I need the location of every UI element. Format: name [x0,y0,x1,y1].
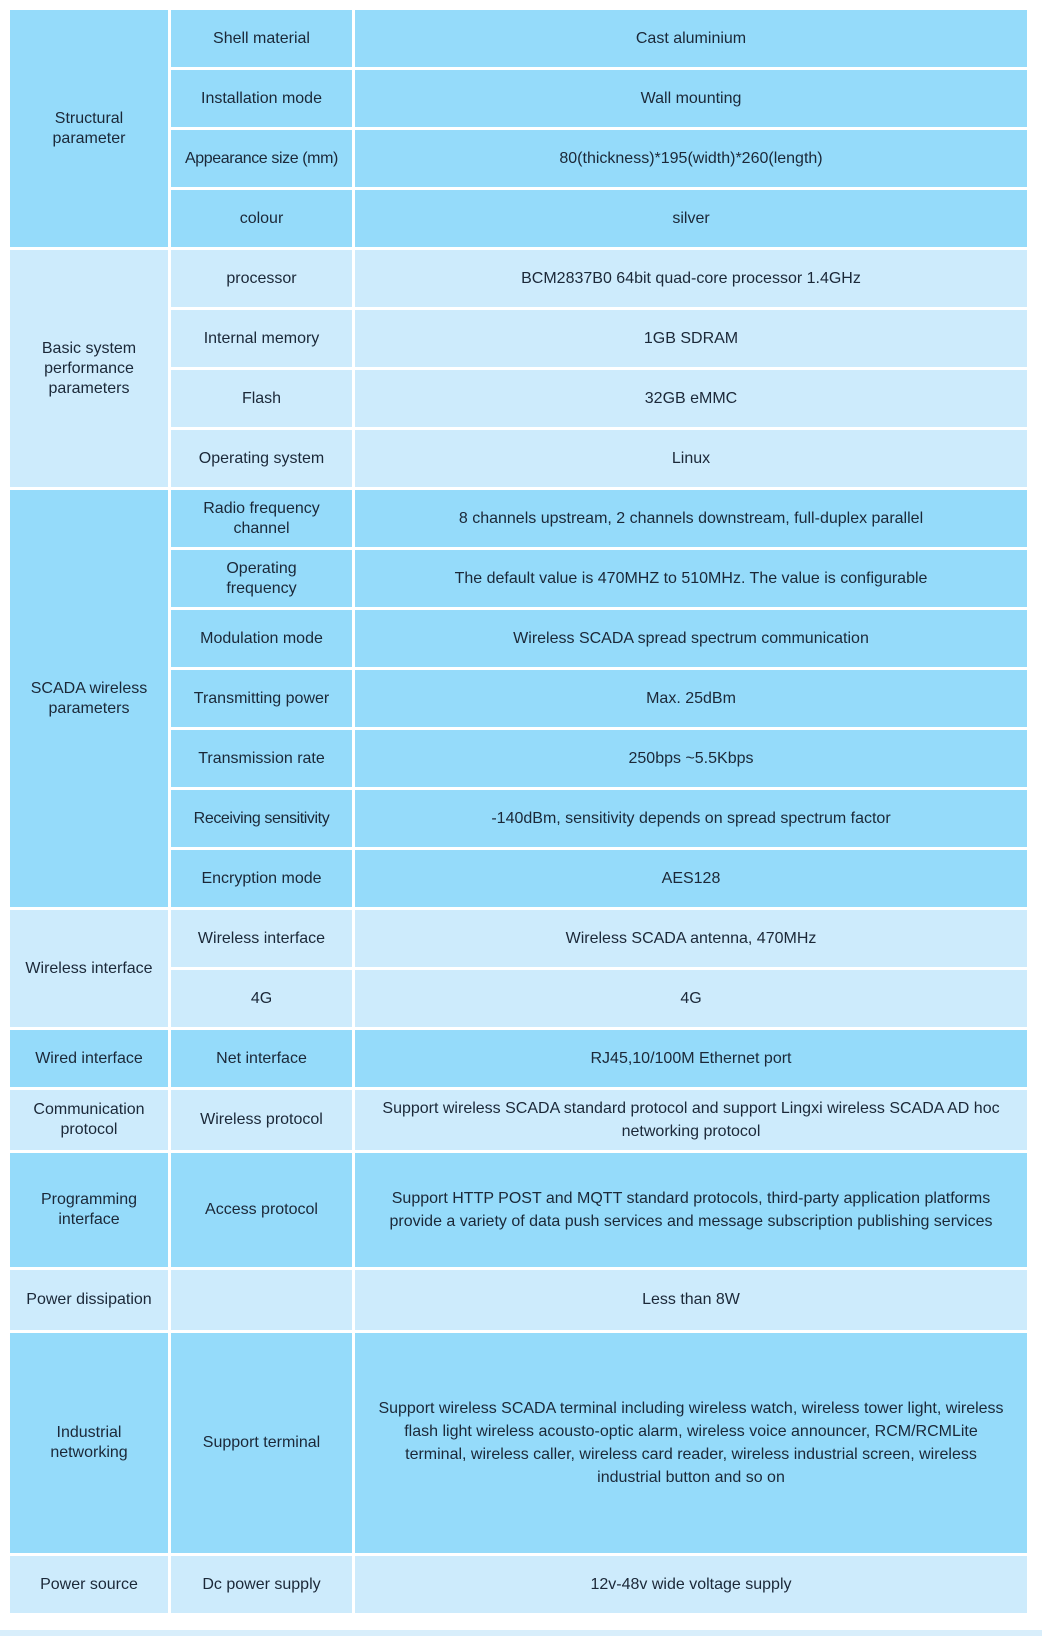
section-communication-protocol: Communication protocol Wireless protocol… [10,1090,1027,1150]
value-cell: -140dBm, sensitivity depends on spread s… [355,790,1027,847]
param-cell: Transmitting power [171,670,352,727]
table-row: Encryption mode AES128 [10,850,1027,907]
param-cell: Installation mode [171,70,352,127]
section-power-source: Power source Dc power supply 12v-48v wid… [10,1556,1027,1613]
value-cell: 8 channels upstream, 2 channels downstre… [355,490,1027,547]
value-cell: Wireless SCADA antenna, 470MHz [355,910,1027,967]
table-row: Appearance size (mm) 80(thickness)*195(w… [10,130,1027,187]
param-cell: Operating frequency [171,550,352,607]
value-cell: RJ45,10/100M Ethernet port [355,1030,1027,1087]
table-row: SCADA wireless parameters Radio frequenc… [10,490,1027,907]
table-row: 4G 4G [10,970,1027,1027]
section-power-dissipation: Power dissipation Less than 8W [10,1270,1027,1330]
table-row: Receiving sensitivity -140dBm, sensitivi… [10,790,1027,847]
value-cell: Wall mounting [355,70,1027,127]
section-industrial-networking: Industrial networking Support terminal S… [10,1333,1027,1553]
table-row: Internal memory 1GB SDRAM [10,310,1027,367]
value-cell: AES128 [355,850,1027,907]
param-cell: colour [171,190,352,247]
table-row: Wireless interface Wireless interface Wi… [10,910,1027,1027]
category-cell: Power source [10,1556,168,1613]
category-cell: SCADA wireless parameters [10,490,168,907]
value-cell: Support wireless SCADA terminal includin… [355,1333,1027,1553]
category-cell: Power dissipation [10,1270,168,1330]
param-cell: Dc power supply [171,1556,352,1613]
category-cell: Communication protocol [10,1090,168,1150]
value-cell: 80(thickness)*195(width)*260(length) [355,130,1027,187]
value-cell: 12v-48v wide voltage supply [355,1556,1027,1613]
param-cell: Wireless interface [171,910,352,967]
param-cell: Flash [171,370,352,427]
param-cell: Radio frequency channel [171,490,352,547]
param-cell: Net interface [171,1030,352,1087]
next-section-edge-strip [0,1630,1042,1636]
category-cell: Wireless interface [10,910,168,1027]
param-cell: Wireless protocol [171,1090,352,1150]
value-cell: 250bps ~5.5Kbps [355,730,1027,787]
category-cell: Programming interface [10,1153,168,1267]
table-row: Basic system performance parameters proc… [10,250,1027,487]
param-cell: 4G [171,970,352,1027]
table-row: Structural parameter Shell material Cast… [10,10,1027,247]
param-cell: Receiving sensitivity [171,790,352,847]
value-cell: Support wireless SCADA standard protocol… [355,1090,1027,1150]
category-cell: Basic system performance parameters [10,250,168,487]
table-row: colour silver [10,190,1027,247]
table-row: Transmitting power Max. 25dBm [10,670,1027,727]
param-cell: Appearance size (mm) [171,130,352,187]
table-row: Power dissipation Less than 8W [10,1270,1027,1330]
table-row: Flash 32GB eMMC [10,370,1027,427]
table-row: Power source Dc power supply 12v-48v wid… [10,1556,1027,1613]
param-cell: Support terminal [171,1333,352,1553]
value-cell: Wireless SCADA spread spectrum communica… [355,610,1027,667]
category-cell: Industrial networking [10,1333,168,1553]
section-wired-interface: Wired interface Net interface RJ45,10/10… [10,1030,1027,1087]
param-cell: Access protocol [171,1153,352,1267]
category-cell: Structural parameter [10,10,168,247]
param-cell: Internal memory [171,310,352,367]
value-cell: The default value is 470MHZ to 510MHz. T… [355,550,1027,607]
section-wireless-interface: Wireless interface Wireless interface Wi… [10,910,1027,1027]
table-row: Modulation mode Wireless SCADA spread sp… [10,610,1027,667]
table-row: Communication protocol Wireless protocol… [10,1090,1027,1150]
table-row: Transmission rate 250bps ~5.5Kbps [10,730,1027,787]
section-basic-system-performance: Basic system performance parameters proc… [10,250,1027,487]
value-cell: Linux [355,430,1027,487]
section-scada-wireless-parameters: SCADA wireless parameters Radio frequenc… [10,490,1027,907]
table-row: Operating system Linux [10,430,1027,487]
value-cell: silver [355,190,1027,247]
spec-table: Structural parameter Shell material Cast… [7,7,1030,1616]
param-cell: processor [171,250,352,307]
param-cell: Shell material [171,10,352,67]
table-row: Programming interface Access protocol Su… [10,1153,1027,1267]
param-cell: Modulation mode [171,610,352,667]
param-cell [171,1270,352,1330]
table-row: Operating frequency The default value is… [10,550,1027,607]
param-cell: Transmission rate [171,730,352,787]
table-row: Industrial networking Support terminal S… [10,1333,1027,1553]
value-cell: BCM2837B0 64bit quad-core processor 1.4G… [355,250,1027,307]
section-programming-interface: Programming interface Access protocol Su… [10,1153,1027,1267]
value-cell: 4G [355,970,1027,1027]
value-cell: Less than 8W [355,1270,1027,1330]
section-structural-parameter: Structural parameter Shell material Cast… [10,10,1027,247]
value-cell: 1GB SDRAM [355,310,1027,367]
value-cell: Support HTTP POST and MQTT standard prot… [355,1153,1027,1267]
table-row: Installation mode Wall mounting [10,70,1027,127]
table-row: Wired interface Net interface RJ45,10/10… [10,1030,1027,1087]
value-cell: 32GB eMMC [355,370,1027,427]
param-cell: Operating system [171,430,352,487]
category-cell: Wired interface [10,1030,168,1087]
param-cell: Encryption mode [171,850,352,907]
value-cell: Max. 25dBm [355,670,1027,727]
value-cell: Cast aluminium [355,10,1027,67]
